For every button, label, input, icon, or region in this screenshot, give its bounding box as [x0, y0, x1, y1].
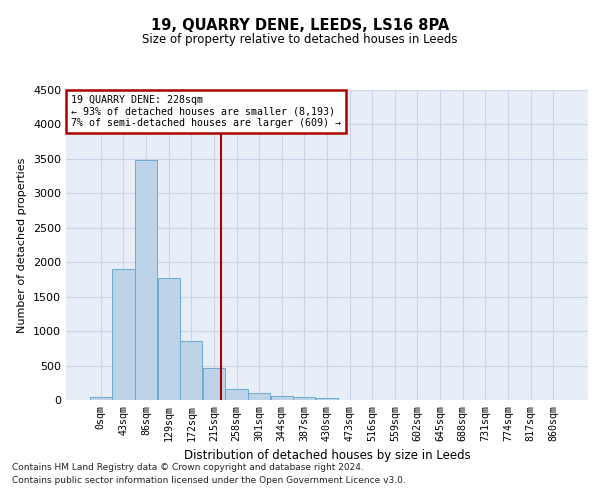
- Bar: [203, 368, 225, 400]
- X-axis label: Distribution of detached houses by size in Leeds: Distribution of detached houses by size …: [184, 449, 470, 462]
- Text: Size of property relative to detached houses in Leeds: Size of property relative to detached ho…: [142, 32, 458, 46]
- Bar: [90, 396, 112, 400]
- Text: Contains public sector information licensed under the Open Government Licence v3: Contains public sector information licen…: [12, 476, 406, 485]
- Bar: [112, 269, 134, 400]
- Y-axis label: Number of detached properties: Number of detached properties: [17, 158, 28, 332]
- Text: Contains HM Land Registry data © Crown copyright and database right 2024.: Contains HM Land Registry data © Crown c…: [12, 464, 364, 472]
- Bar: [316, 398, 338, 400]
- Bar: [248, 394, 270, 400]
- Bar: [226, 388, 248, 400]
- Bar: [135, 160, 157, 400]
- Bar: [271, 396, 293, 400]
- Bar: [158, 278, 180, 400]
- Bar: [180, 342, 202, 400]
- Text: 19 QUARRY DENE: 228sqm
← 93% of detached houses are smaller (8,193)
7% of semi-d: 19 QUARRY DENE: 228sqm ← 93% of detached…: [71, 94, 341, 128]
- Bar: [293, 396, 316, 400]
- Text: 19, QUARRY DENE, LEEDS, LS16 8PA: 19, QUARRY DENE, LEEDS, LS16 8PA: [151, 18, 449, 32]
